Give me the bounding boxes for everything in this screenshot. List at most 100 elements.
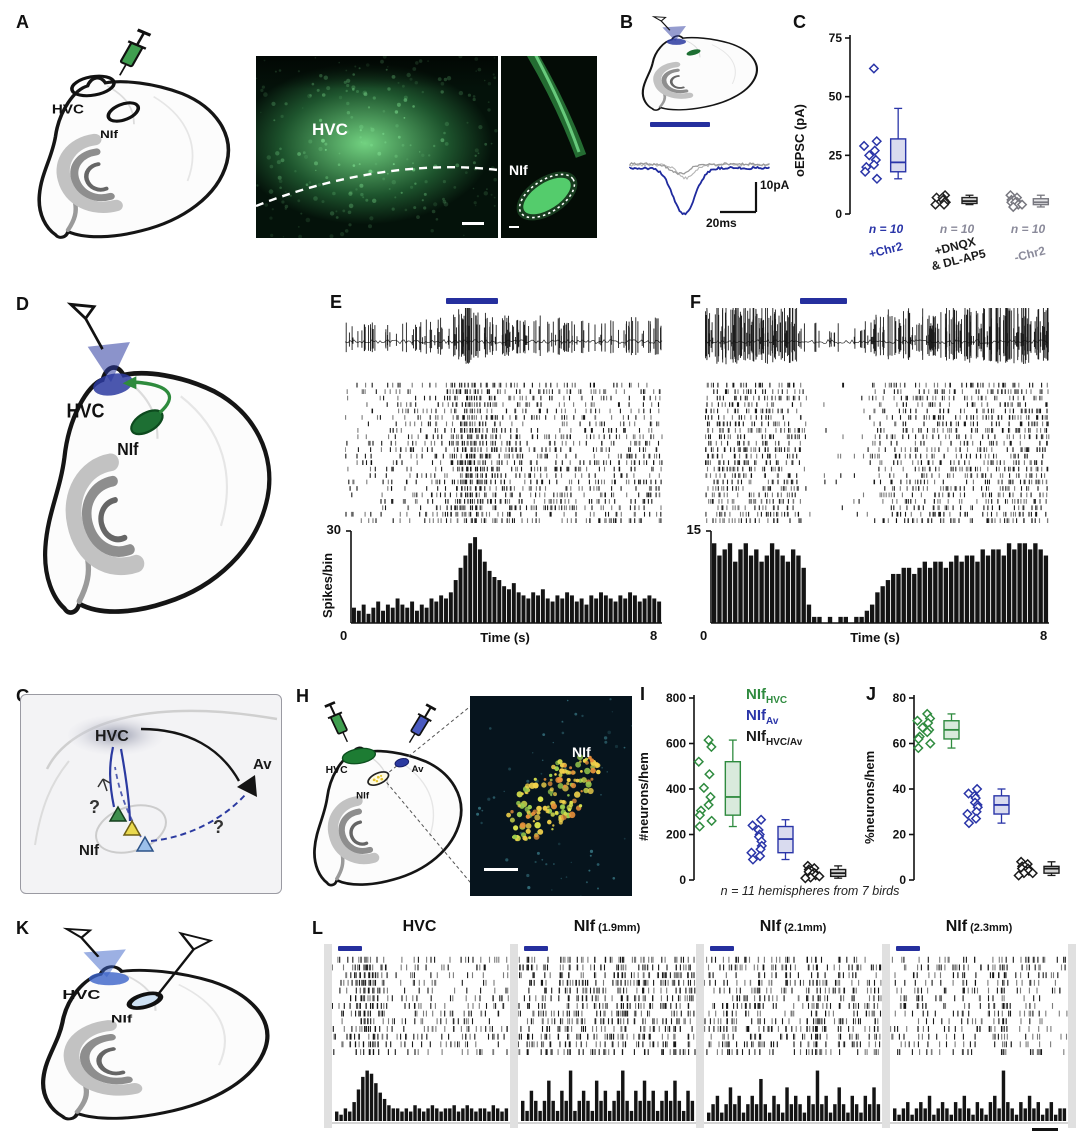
panel-label-a: A bbox=[16, 12, 29, 32]
legend-sub: HVC bbox=[766, 695, 788, 707]
electrode-icon bbox=[69, 302, 104, 351]
stim-bar-f bbox=[800, 298, 847, 304]
panel-label-c: C bbox=[793, 12, 806, 32]
svg-text:0: 0 bbox=[835, 207, 842, 220]
nif-to-hvc-arrow bbox=[134, 380, 172, 415]
nif-av-dashed-projection bbox=[150, 794, 246, 842]
l-title-nif-21: NIf (2.1mm) bbox=[704, 918, 882, 936]
e-ymax: 30 bbox=[326, 522, 341, 537]
hvc-fluorescence-image: HVC bbox=[256, 56, 498, 238]
micro-hvc-label: HVC bbox=[312, 120, 348, 139]
l-title-sub: (2.1mm) bbox=[784, 922, 827, 934]
c-n-label-2: n = 10 bbox=[939, 222, 975, 236]
l-title-main: NIf bbox=[573, 918, 596, 935]
e-psth bbox=[346, 530, 662, 624]
sample-size-caption: n = 11 hemispheres from 7 birds bbox=[720, 884, 900, 898]
question-mark-2: ? bbox=[213, 817, 224, 837]
e-x-end: 8 bbox=[650, 628, 658, 643]
panel-label-l: L bbox=[312, 918, 323, 938]
hvc-region bbox=[88, 972, 130, 986]
l-title-main: NIf bbox=[759, 918, 782, 935]
nif-hvc-dashed-projection bbox=[114, 766, 142, 838]
panel-label-k: K bbox=[16, 918, 29, 938]
c-n-label-3: n = 10 bbox=[1010, 222, 1046, 236]
legend-nif-hvc: NIfHVC bbox=[746, 686, 787, 706]
hvc-electrode-icon bbox=[65, 927, 100, 959]
hvc-av-projection bbox=[140, 727, 241, 782]
hvc-label: HVC bbox=[95, 728, 129, 745]
legend-main: NIf bbox=[746, 707, 766, 724]
panel-label-i: I bbox=[640, 684, 646, 704]
hvc-injection-ring bbox=[70, 74, 116, 98]
stim-bar-l1 bbox=[338, 946, 362, 951]
av-injection bbox=[394, 757, 410, 768]
stim-bar-b bbox=[650, 122, 710, 127]
oepsc-boxplot: 0 25 50 75 bbox=[829, 31, 1050, 220]
f-x-axis-label: Time (s) bbox=[850, 630, 900, 645]
l-title-nif-23: NIf (2.3mm) bbox=[890, 918, 1068, 936]
nif-region bbox=[126, 991, 164, 1010]
nif-region bbox=[367, 771, 390, 786]
nif-injection-ring bbox=[106, 101, 141, 123]
brain-schematic-b bbox=[630, 16, 770, 116]
av-label: Av bbox=[412, 764, 425, 775]
svg-text:0: 0 bbox=[679, 873, 686, 886]
retrograde-dots bbox=[476, 698, 632, 896]
nif-hvc-projection-2 bbox=[119, 748, 132, 822]
green-syringe-icon bbox=[321, 700, 356, 747]
scale-time-label: 20ms bbox=[706, 216, 737, 230]
light-cone bbox=[662, 26, 686, 41]
panel-label-j: J bbox=[866, 684, 877, 704]
c-group-label-3: -Chr2 bbox=[1012, 243, 1047, 265]
nif-fluorescence-image: NIf bbox=[501, 56, 597, 238]
brain-schematic-h: HVC Av NIf bbox=[298, 700, 478, 892]
nif-label: NIf bbox=[100, 128, 119, 141]
panel-label-e: E bbox=[330, 292, 343, 312]
oepsc-traces bbox=[629, 162, 770, 216]
j-y-axis-label: %neurons/hem bbox=[862, 750, 877, 844]
stim-bar-e bbox=[446, 298, 498, 304]
c-y-axis-label: oEPSC (pA) bbox=[792, 104, 807, 178]
electrode-icon bbox=[653, 16, 671, 31]
av-label: Av bbox=[253, 756, 272, 773]
nif-hvc-neuron-triangle bbox=[108, 805, 128, 822]
svg-text:75: 75 bbox=[829, 31, 843, 45]
fluorescence-glow bbox=[256, 56, 498, 238]
svg-text:400: 400 bbox=[666, 782, 686, 796]
circuit-schematic-box: HVC Av NIf ? ? bbox=[20, 694, 282, 894]
c-n-label-1: n = 10 bbox=[868, 222, 904, 236]
nif-label: NIf bbox=[79, 842, 100, 859]
svg-text:20: 20 bbox=[893, 828, 907, 842]
e-extracellular-trace bbox=[345, 308, 663, 364]
i-y-axis-label: #neurons/hem bbox=[636, 752, 651, 842]
stim-bar-l4 bbox=[896, 946, 920, 951]
l-psth-nif-23 bbox=[890, 1060, 1068, 1124]
l-title-main: NIf bbox=[945, 918, 968, 935]
l-title-main: HVC bbox=[402, 918, 437, 935]
l-time-scale-bar bbox=[1032, 1128, 1058, 1131]
c-group-label-2: +DNQX & DL-AP5 bbox=[910, 230, 1004, 279]
f-ymax: 15 bbox=[686, 522, 701, 537]
nif-electrode-icon bbox=[178, 931, 214, 951]
legend-nif-av: NIfAv bbox=[746, 707, 778, 727]
fluorescence-speckle bbox=[256, 56, 498, 238]
f-x-end: 8 bbox=[1040, 628, 1048, 643]
e-x-axis-label: Time (s) bbox=[480, 630, 530, 645]
e-y-axis-label: Spikes/bin bbox=[320, 552, 335, 618]
divider bbox=[696, 944, 704, 1128]
panel-label-h: H bbox=[296, 686, 309, 706]
l-title-hvc: HVC bbox=[332, 918, 510, 936]
divider bbox=[882, 944, 890, 1128]
hvc-region bbox=[666, 38, 686, 45]
question-mark-1: ? bbox=[89, 797, 100, 817]
scale-bar bbox=[509, 226, 519, 228]
micro-nif-label: NIf bbox=[509, 162, 528, 178]
l-psth-nif-21 bbox=[704, 1060, 882, 1124]
stim-bar-l2 bbox=[524, 946, 548, 951]
legend-sub: Av bbox=[766, 716, 779, 728]
hvc-boundary-dashed bbox=[256, 166, 498, 208]
av-neuron-triangle bbox=[237, 775, 257, 797]
svg-text:0: 0 bbox=[899, 873, 906, 886]
nif-dual-neuron-triangle bbox=[122, 819, 142, 836]
